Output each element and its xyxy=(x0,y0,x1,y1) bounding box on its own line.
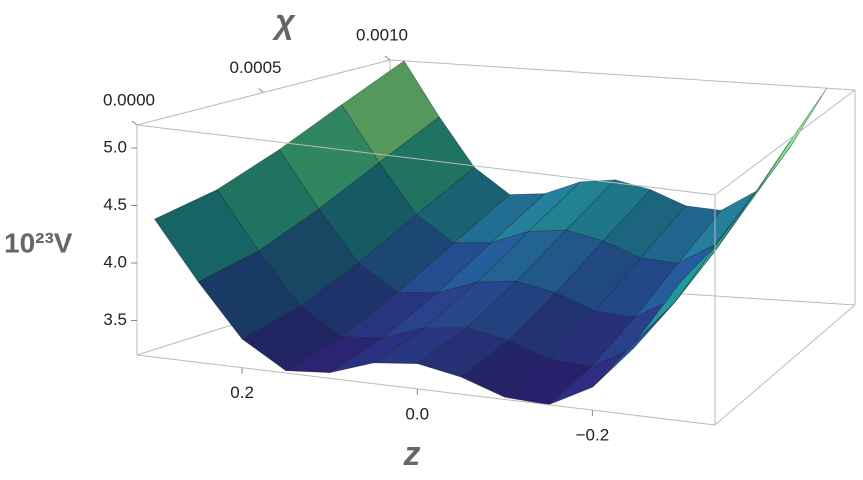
chi-tick xyxy=(258,88,264,93)
v-tick-label: 3.5 xyxy=(103,310,127,329)
chi-tick xyxy=(131,120,138,126)
z-tick-label: −0.2 xyxy=(576,426,610,445)
chi-axis-label: χ xyxy=(272,3,296,41)
v-axis-label: 10²³V xyxy=(4,227,73,258)
v-tick-label: 4.0 xyxy=(103,252,127,271)
surface-patch xyxy=(635,244,717,341)
chi-tick xyxy=(384,55,391,61)
v-tick-label: 4.5 xyxy=(103,195,127,214)
box-edge xyxy=(714,89,856,196)
chi-tick-label: 0.0005 xyxy=(230,58,282,77)
z-axis-label: z xyxy=(403,435,421,473)
chi-tick-label: 0.0000 xyxy=(103,90,155,109)
chi-tick-label: 0.0010 xyxy=(356,25,408,44)
box-edge xyxy=(136,354,716,426)
v-tick-label: 5.0 xyxy=(103,137,127,156)
box-edge xyxy=(714,304,856,426)
box-edge xyxy=(389,59,856,91)
box-edge xyxy=(136,124,716,196)
z-tick-label: 0.2 xyxy=(230,383,254,402)
z-tick-label: 0.0 xyxy=(405,404,429,423)
